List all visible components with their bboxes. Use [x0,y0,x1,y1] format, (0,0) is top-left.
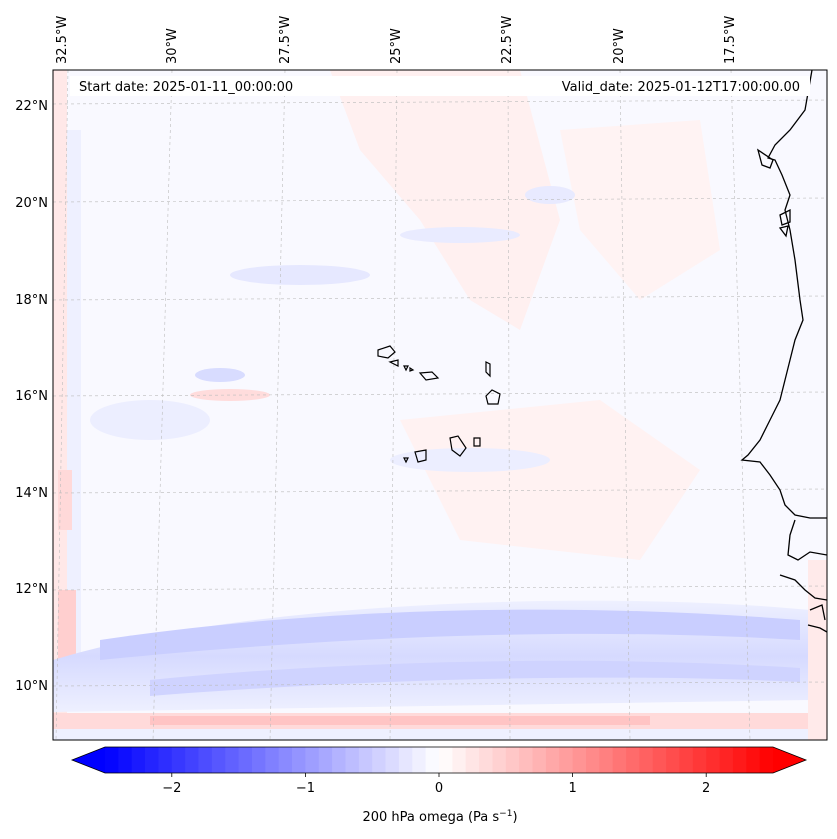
colorbar-segment [198,747,213,773]
lat-label: 10°N [15,679,48,694]
colorbar-segment [572,747,587,773]
colorbar-segment [118,747,133,773]
colorbar-segment [385,747,400,773]
colorbar-segment [585,747,600,773]
colorbar-segment [692,747,707,773]
colorbar-segment [131,747,146,773]
colorbar-segment [706,747,720,773]
map-plot: Start date: 2025-01-11_00:00:00 Valid_da… [52,69,828,741]
colorbar-segment [372,747,386,773]
lat-label: 14°N [15,486,48,501]
colorbar-segment [318,747,333,773]
colorbar-segment [599,747,614,773]
colorbar-segment [292,747,306,773]
colorbar-segment [398,747,413,773]
colorbar-segment [105,747,119,773]
colorbar-segment [332,747,346,773]
map-border [52,69,828,741]
colorbar-segment [505,747,520,773]
colorbar-outline [70,746,808,774]
valid-date-label: Valid_date: 2025-01-12T17:00:00.00 [562,80,800,95]
header-strip [70,76,810,96]
lon-label: 17.5°W [723,16,738,64]
colorbar-extend-max [773,747,806,773]
graticule [53,70,827,740]
colorbar-segment [732,747,747,773]
omega-field [53,70,827,740]
longitude-labels: 32.5°W 30°W 27.5°W 25°W 22.5°W 20°W 17.5… [55,16,738,64]
colorbar-segment [465,747,480,773]
colorbar-segment [759,747,774,773]
colorbar-segment [412,747,427,773]
colorbar-segment [519,747,533,773]
colorbar-segment [652,747,667,773]
colorbar-segment [626,747,640,773]
colorbar-segment [452,747,467,773]
colorbar-tick-label: −1 [296,781,315,796]
colorbar-extend-min [72,747,105,773]
colorbar-segment [639,747,654,773]
colorbar-segment [225,747,239,773]
lon-label: 30°W [165,28,180,64]
colorbar-segment [559,747,573,773]
lon-label: 25°W [389,28,404,64]
lat-label: 18°N [15,293,48,308]
colorbar-segment [358,747,373,773]
colorbar-segment [492,747,507,773]
colorbar-tick-label: 1 [568,781,576,796]
colorbar-segment [532,747,547,773]
colorbar-segment [158,747,173,773]
colorbar-tick-label: −2 [162,781,181,796]
colorbar-segment [679,747,694,773]
coastline [740,70,827,633]
colorbar-segment [211,747,226,773]
colorbar-segment [719,747,734,773]
colorbar-segment [305,747,320,773]
colorbar-tick-label: 2 [702,781,710,796]
colorbar: −2 −1 0 1 2 200 hPa omega (Pa s−1) [70,746,808,825]
lat-label: 12°N [15,582,48,597]
colorbar-segment [145,747,159,773]
lat-label: 20°N [15,196,48,211]
colorbar-segments [105,747,774,773]
colorbar-segment [171,747,186,773]
lat-label: 16°N [15,389,48,404]
colorbar-segment [612,747,627,773]
colorbar-segment [545,747,560,773]
colorbar-segment [345,747,360,773]
colorbar-segment [251,747,266,773]
colorbar-segment [238,747,253,773]
latitude-labels: 22°N 20°N 18°N 16°N 14°N 12°N 10°N [15,99,48,694]
start-date-label: Start date: 2025-01-11_00:00:00 [79,80,293,95]
lon-label: 32.5°W [55,16,70,64]
colorbar-segment [185,747,199,773]
colorbar-segment [425,747,440,773]
colorbar-label: 200 hPa omega (Pa s−1) [362,809,517,825]
colorbar-ticks: −2 −1 0 1 2 [162,773,710,796]
cape-verde-islands [377,345,501,464]
colorbar-segment [666,747,680,773]
lon-label: 22.5°W [500,16,515,64]
lat-label: 22°N [15,99,48,114]
colorbar-segment [479,747,493,773]
colorbar-segment [265,747,280,773]
colorbar-segment [278,747,293,773]
colorbar-segment [746,747,761,773]
colorbar-segment [439,747,453,773]
lon-label: 27.5°W [278,16,293,64]
lon-label: 20°W [612,28,627,64]
colorbar-tick-label: 0 [435,781,443,796]
